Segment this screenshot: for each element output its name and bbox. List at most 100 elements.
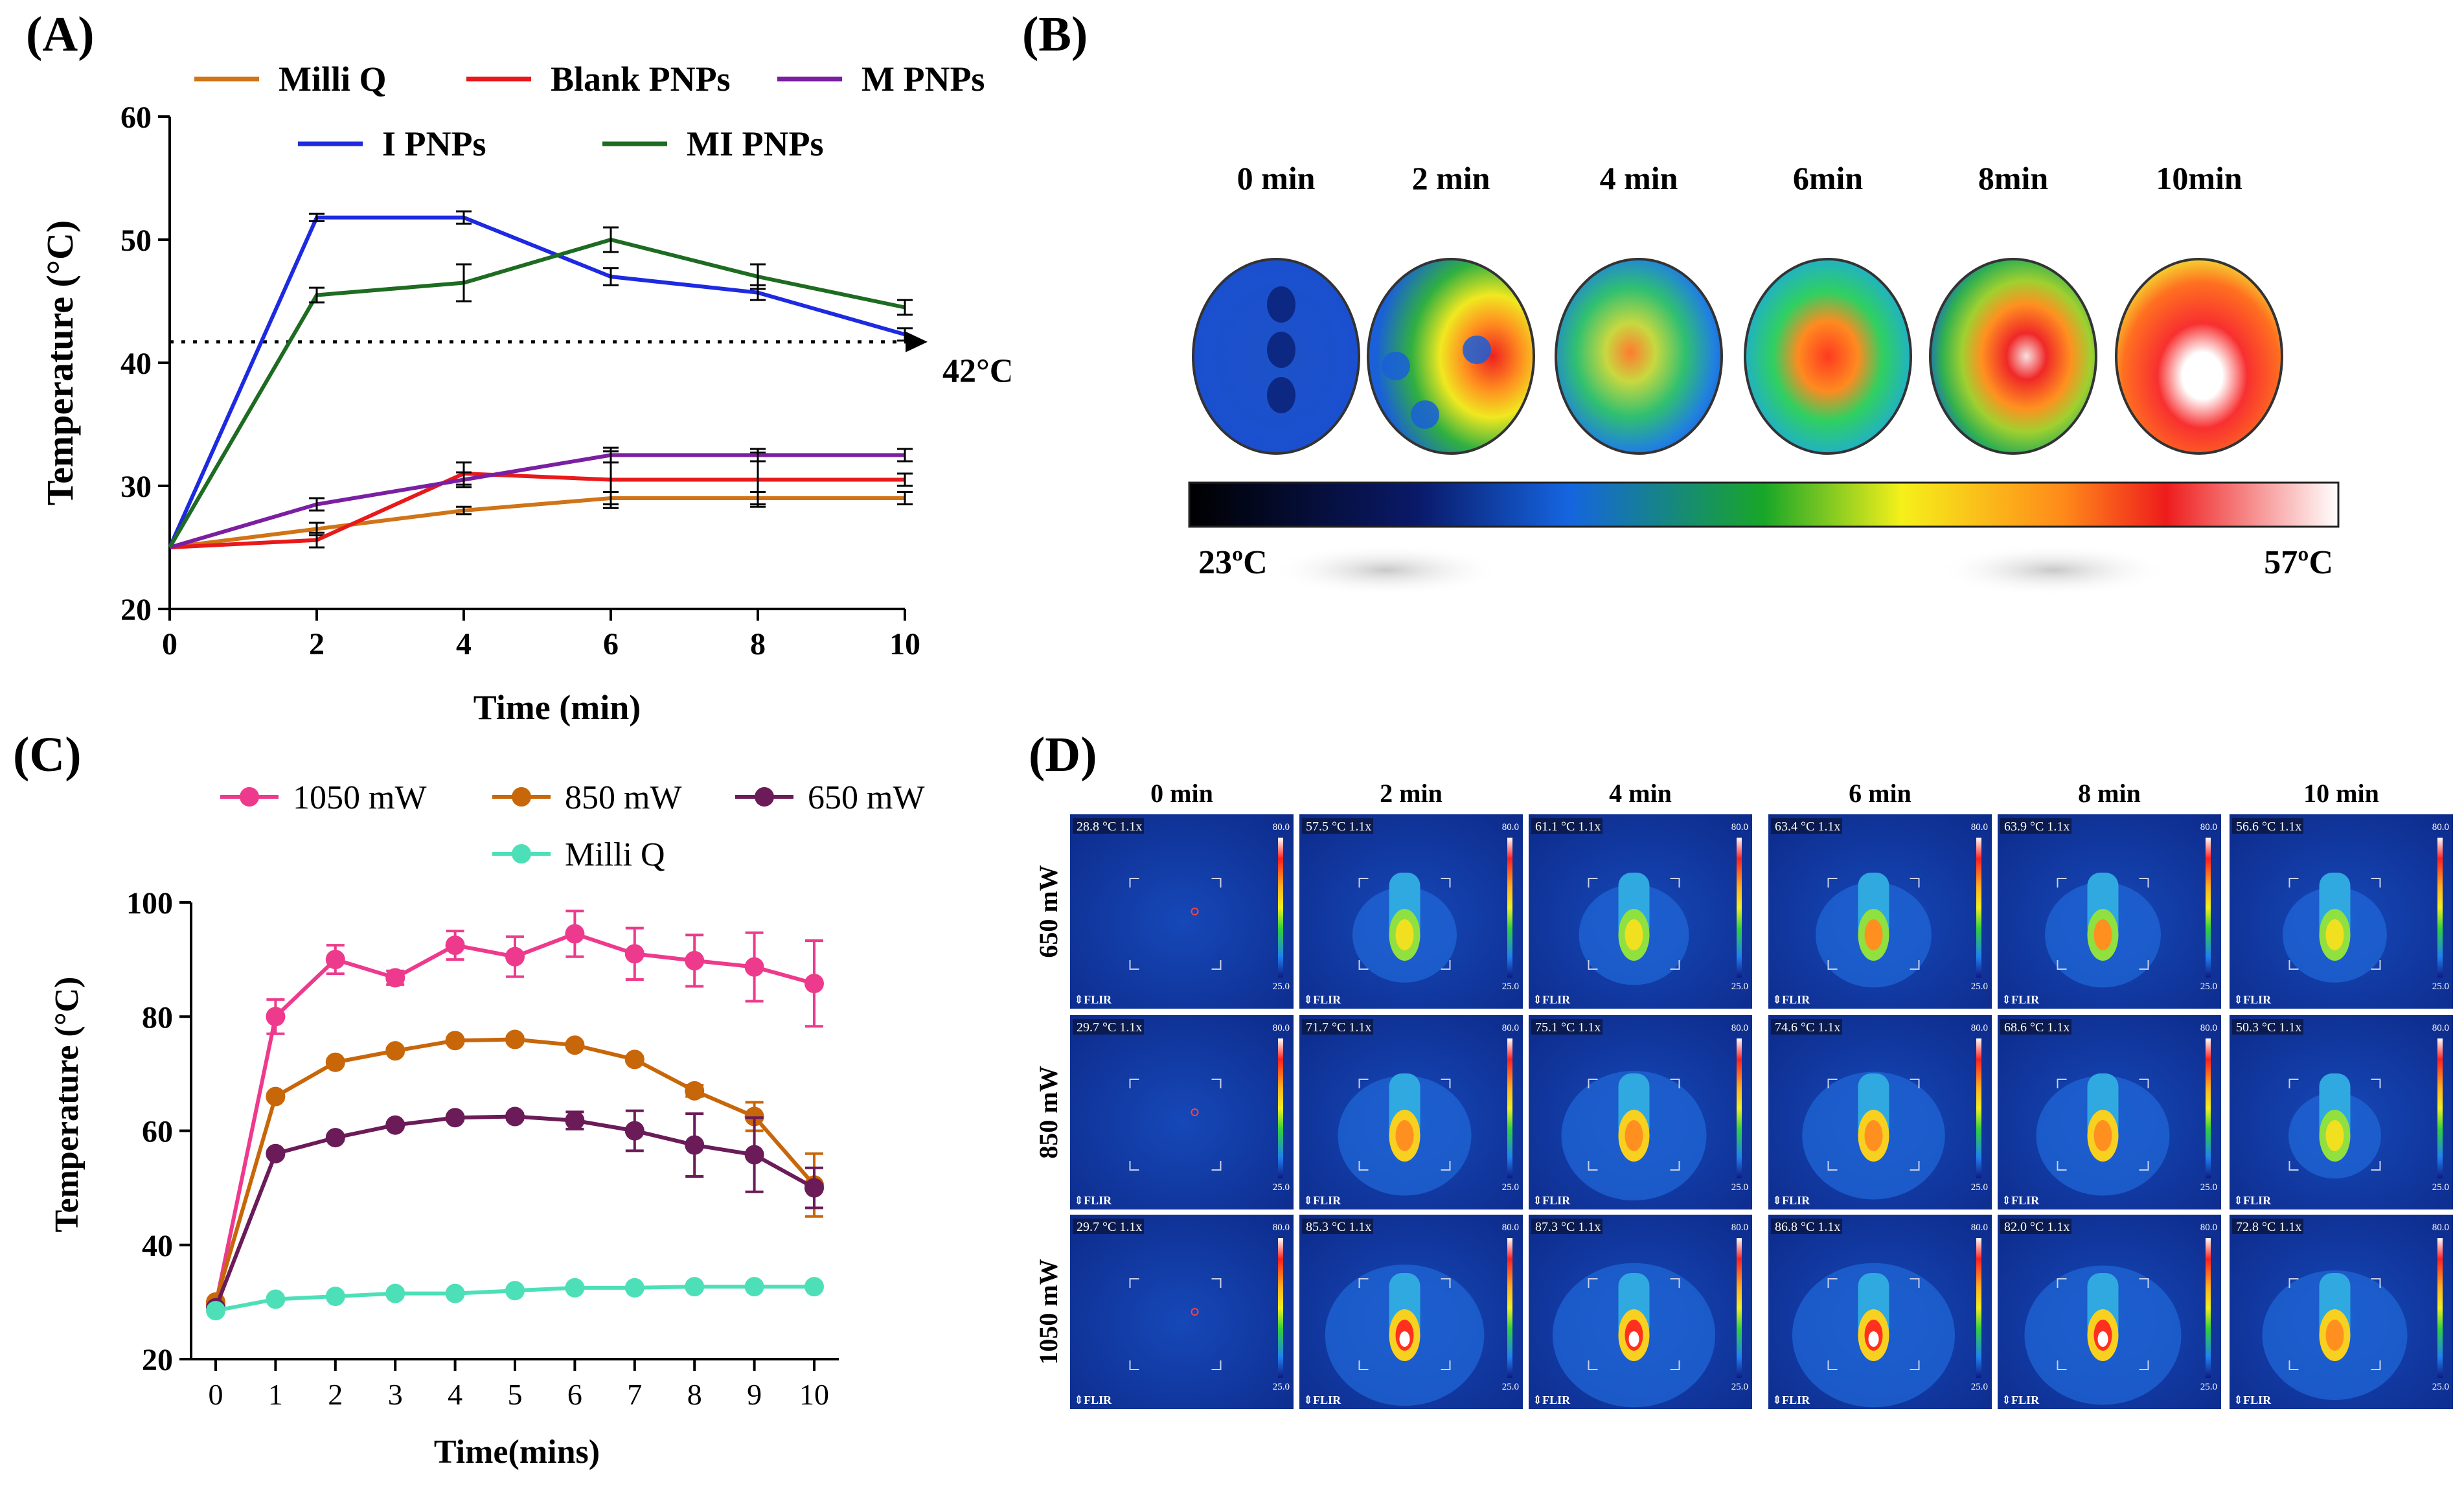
flir-brand: ⇕FLIR (1303, 993, 1341, 1006)
flir-brand: ⇕FLIR (2233, 1194, 2272, 1207)
flir-image: 50.3 °C 1.1x 80.0 25.0 ⇕FLIR (2230, 1015, 2453, 1209)
flir-row-label: 850 mW (1034, 1066, 1063, 1158)
chart-a-y-tick-label: 60 (120, 100, 152, 135)
temperature-reading: 56.6 °C 1.1x (2236, 820, 2301, 834)
data-point (565, 1110, 585, 1130)
series-milli-q (169, 491, 913, 549)
series-650-mw (206, 1106, 824, 1318)
scale-bottom-value: 25.0 (2432, 1182, 2449, 1193)
legend-label: 650 mW (808, 779, 925, 816)
flir-image: 61.1 °C 1.1x 80.0 25.0 ⇕FLIR (1529, 814, 1752, 1009)
temperature-reading: 63.4 °C 1.1x (1775, 820, 1840, 834)
time-label: 6min (1793, 160, 1864, 196)
data-point (744, 957, 764, 977)
focus-brackets (1588, 1079, 1680, 1171)
scale-bottom-value: 25.0 (1273, 981, 1290, 992)
chart-c-xlabel: Time(mins) (434, 1434, 600, 1471)
scale-top-value: 80.0 (1273, 1222, 1290, 1233)
data-point (206, 1301, 225, 1321)
focus-brackets (1588, 878, 1680, 970)
scale-bottom-value: 25.0 (1502, 981, 1519, 992)
data-point (445, 935, 465, 956)
flir-time-label: 8 min (2078, 779, 2141, 808)
reading-box (1531, 1019, 1603, 1035)
legend-label: I PNPs (382, 124, 486, 163)
scale-bottom-value: 25.0 (1971, 981, 1988, 992)
focus-brackets (1827, 1079, 1920, 1171)
legend-label: Milli Q (279, 60, 386, 98)
scale-top-value: 80.0 (1971, 1023, 1988, 1033)
flir-image: 72.8 °C 1.1x 80.0 25.0 ⇕FLIR (2230, 1215, 2453, 1409)
scale-top-value: 80.0 (2432, 1023, 2449, 1033)
chart-c-y-tick-label: 20 (142, 1343, 173, 1377)
data-point (325, 1052, 345, 1072)
focus-brackets (2288, 1278, 2381, 1370)
chart-a-x-tick-label: 0 (162, 627, 177, 661)
data-point (325, 950, 345, 970)
focus-brackets (1129, 878, 1222, 970)
flir-image: 87.3 °C 1.1x 80.0 25.0 ⇕FLIR (1529, 1215, 1752, 1409)
flir-image: 56.6 °C 1.1x 80.0 25.0 ⇕FLIR (2230, 814, 2453, 1009)
scale-top-value: 80.0 (2200, 1222, 2217, 1233)
reading-box (1771, 1019, 1842, 1035)
flir-image: 74.6 °C 1.1x 80.0 25.0 ⇕FLIR (1768, 1015, 1992, 1209)
data-point (385, 1283, 405, 1303)
panel-b: (B) 0 min 2 min 4 min 6min 8min 10min 23ºC 57… (1010, 0, 2464, 713)
panel-d: (D) 0 min 2 min 4 min 6 min 8 min 10 min 650 m… (985, 719, 2464, 1487)
flir-color-scale (2437, 838, 2443, 978)
flir-image: 85.3 °C 1.1x 80.0 25.0 ⇕FLIR (1299, 1215, 1523, 1409)
chart-a-x-tick-label: 4 (456, 627, 472, 661)
scale-bottom-value: 25.0 (2200, 1382, 2217, 1392)
focus-brackets (1358, 1278, 1451, 1370)
data-point (804, 974, 824, 994)
focus-brackets (1358, 1079, 1451, 1171)
cold-spot (1382, 352, 1410, 380)
flir-brand: ⇕FLIR (2002, 1393, 2040, 1406)
flir-image: 63.9 °C 1.1x 80.0 25.0 ⇕FLIR (1998, 814, 2221, 1009)
time-label: 8min (1978, 160, 2049, 196)
data-point (685, 1277, 705, 1297)
flir-color-scale (1278, 1038, 1283, 1178)
flir-color-scale (1278, 838, 1283, 978)
flir-color-scale (2206, 1038, 2211, 1178)
temperature-reading: 29.7 °C 1.1x (1077, 1220, 1142, 1234)
chart-c-plot (206, 910, 824, 1321)
scale-max-label: 57ºC (2264, 544, 2333, 581)
chart-c-x-tick-label: 6 (567, 1378, 582, 1411)
reading-box (1531, 1219, 1603, 1234)
focus-brackets (1827, 1278, 1920, 1370)
temperature-reading: 87.3 °C 1.1x (1535, 1220, 1601, 1234)
spot-marker (1191, 1108, 1199, 1116)
data-point (505, 1281, 525, 1301)
thermal-dish-4 (1929, 258, 2097, 455)
focus-brackets (2057, 1278, 2149, 1370)
panel-c: (C) 1050 mW 850 mW 650 mW Milli Q 20 40 60 80 1… (0, 719, 985, 1487)
flir-color-scale (1507, 838, 1512, 978)
flir-brand: ⇕FLIR (1772, 1393, 1810, 1406)
scale-shadow-right (1937, 544, 2170, 596)
scale-top-value: 80.0 (2432, 1222, 2449, 1233)
heat-peak (2097, 1331, 2108, 1347)
reading-box (1073, 818, 1144, 834)
flir-brand: ⇕FLIR (1533, 993, 1571, 1006)
reading-box (1302, 818, 1373, 834)
chart-a-x-tick-label: 6 (603, 627, 619, 661)
chart-c-ylabel: Temperature (°C) (49, 977, 86, 1233)
flir-brand: ⇕FLIR (1074, 1194, 1112, 1207)
panel-label-c: (C) (13, 728, 82, 782)
temperature-reading: 75.1 °C 1.1x (1535, 1020, 1601, 1035)
series-line (214, 1037, 816, 1303)
scale-top-value: 80.0 (1971, 1222, 1988, 1233)
reading-box (2232, 1219, 2303, 1234)
data-point (266, 1143, 286, 1163)
legend-label: Blank PNPs (551, 60, 731, 98)
heat-hotspot (1395, 1120, 1414, 1151)
reading-box (1531, 818, 1603, 834)
scale-bottom-value: 25.0 (1971, 1382, 1988, 1392)
focus-brackets (1129, 1079, 1222, 1171)
scale-bottom-value: 25.0 (1273, 1182, 1290, 1193)
heat-hotspot (1625, 1120, 1643, 1151)
data-point (744, 1145, 764, 1165)
